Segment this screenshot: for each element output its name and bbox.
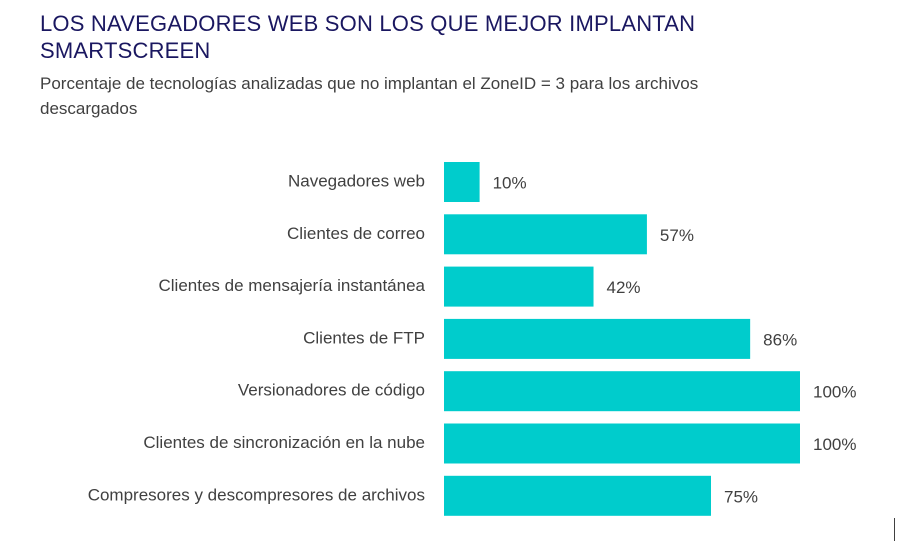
data-label: 75% bbox=[724, 487, 758, 506]
slide-edge-marker bbox=[894, 518, 895, 541]
chart-subtitle: Porcentaje de tecnologías analizadas que… bbox=[40, 74, 699, 118]
category-label: Clientes de sincronización en la nube bbox=[143, 433, 425, 452]
category-label: Versionadores de código bbox=[238, 381, 425, 400]
category-label: Compresores y descompresores de archivos bbox=[88, 485, 425, 504]
category-label: Clientes de FTP bbox=[303, 328, 425, 347]
bar bbox=[444, 214, 647, 255]
bar bbox=[444, 162, 480, 202]
bar bbox=[444, 266, 594, 307]
data-label: 57% bbox=[660, 226, 694, 245]
bar bbox=[444, 475, 711, 516]
data-label: 100% bbox=[813, 435, 856, 454]
bar bbox=[444, 318, 751, 359]
category-label: Navegadores web bbox=[288, 171, 425, 190]
data-label: 42% bbox=[607, 278, 641, 297]
category-label: Clientes de correo bbox=[287, 224, 425, 243]
data-label: 86% bbox=[763, 330, 797, 349]
category-label: Clientes de mensajería instantánea bbox=[159, 276, 426, 295]
data-label: 10% bbox=[493, 173, 527, 192]
data-label: 100% bbox=[813, 383, 856, 402]
bar bbox=[444, 423, 800, 464]
bar bbox=[444, 371, 800, 412]
chart-title: LOS NAVEGADORES WEB SON LOS QUE MEJOR IM… bbox=[40, 11, 696, 63]
